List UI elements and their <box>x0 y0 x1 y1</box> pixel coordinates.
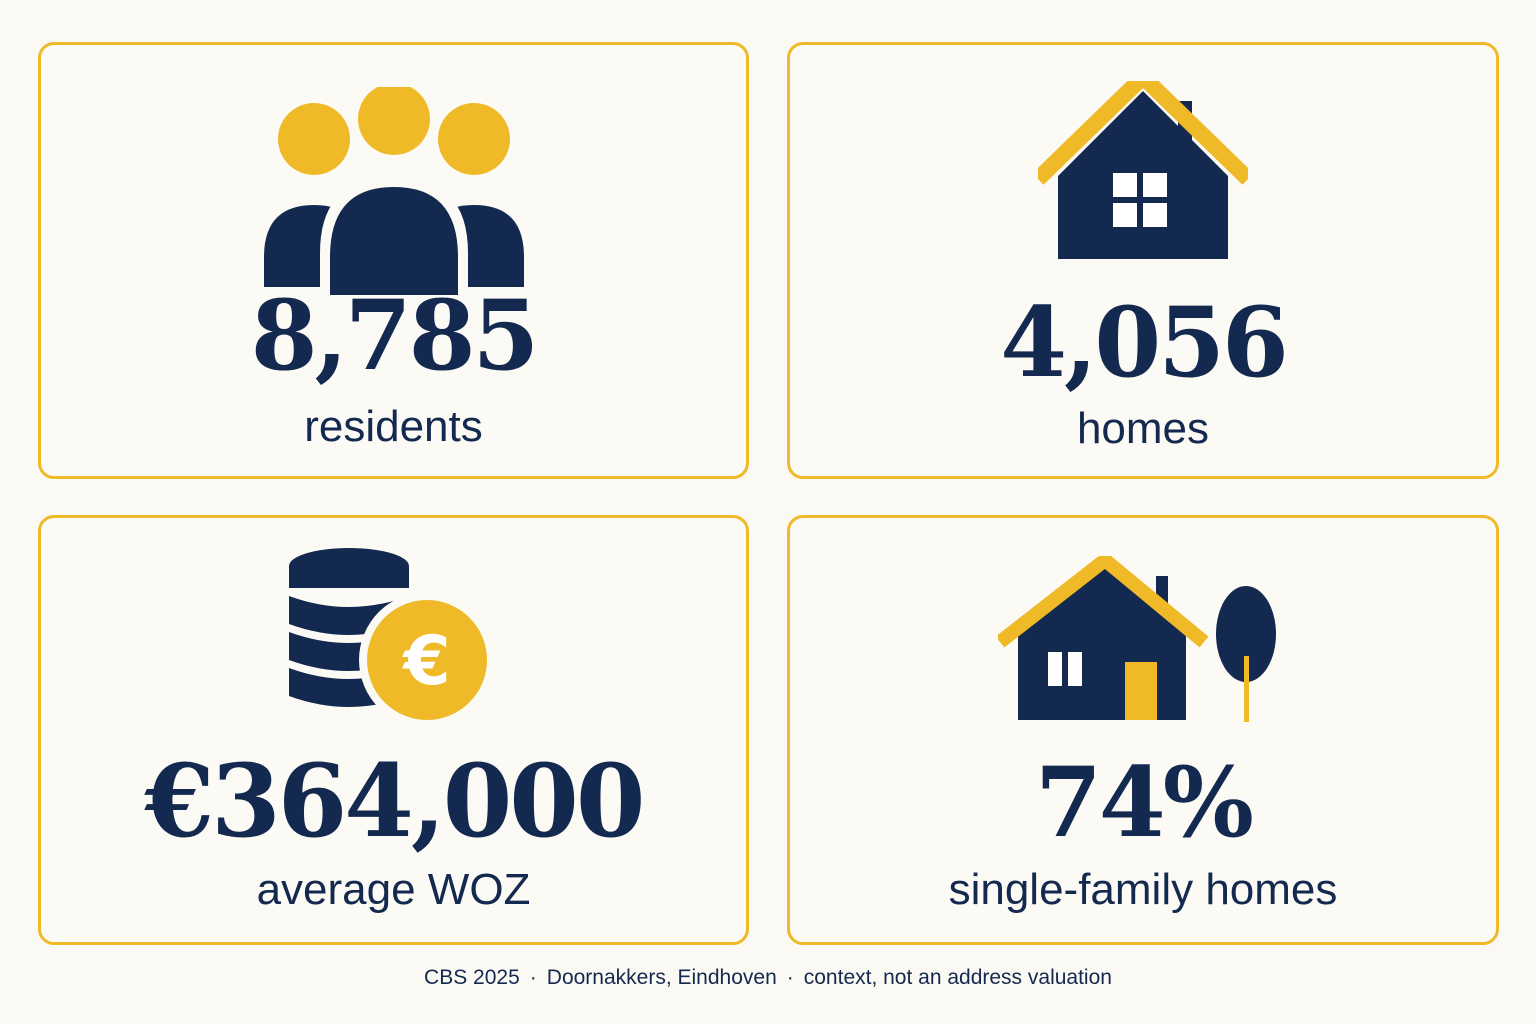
footer-separator: · <box>529 966 537 989</box>
single-family-value: 74% <box>1035 746 1254 859</box>
footer-caption: CBS 2025 · Doornakkers, Eindhoven · context,… <box>0 966 1536 990</box>
stat-card-residents: 8,785 residents <box>38 42 749 479</box>
homes-value: 4,056 <box>1000 286 1289 399</box>
stat-card-average-woz: € €364,000 average WOZ <box>38 515 749 945</box>
stat-card-homes: 4,056 homes <box>787 42 1499 479</box>
woz-label: average WOZ <box>256 865 531 914</box>
footer-separator: · <box>786 966 794 989</box>
woz-value: €364,000 <box>144 742 646 860</box>
house-with-tree-icon <box>998 556 1276 722</box>
people-group-icon <box>263 87 524 295</box>
single-family-label: single-family homes <box>948 865 1338 914</box>
footer-source: CBS 2025 <box>424 966 520 989</box>
coins-euro-icon: € <box>288 548 495 726</box>
homes-label: homes <box>1076 404 1210 453</box>
footer-note: context, not an address valuation <box>803 966 1112 989</box>
svg-text:€: € <box>401 622 450 701</box>
stat-card-single-family-homes: 74% single-family homes <box>787 515 1499 945</box>
residents-label: residents <box>304 402 483 451</box>
house-icon <box>1038 81 1248 259</box>
footer-location: Doornakkers, Eindhoven <box>546 966 777 989</box>
residents-value: 8,785 <box>250 279 540 392</box>
